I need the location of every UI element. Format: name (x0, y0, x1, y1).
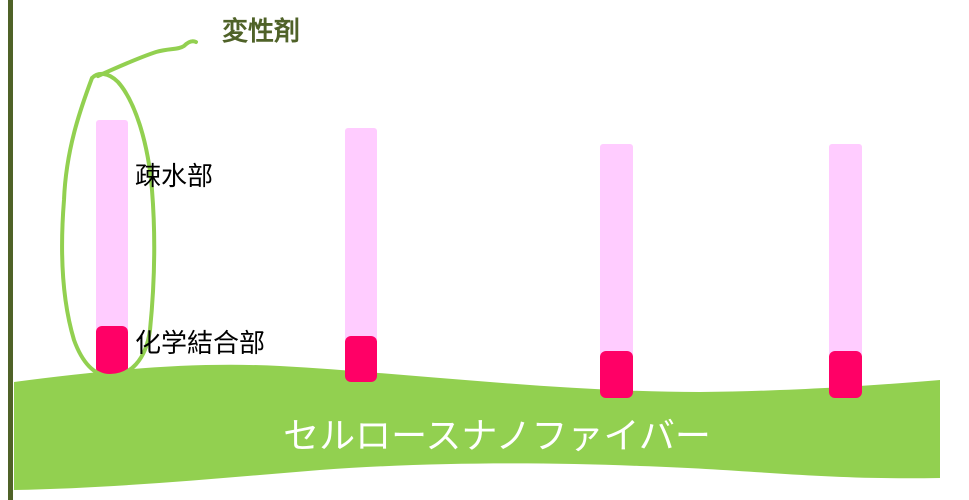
modifier-outline-tail (96, 39, 198, 78)
hydrophobic-segment (829, 144, 862, 358)
hydrophobic-segment (96, 120, 128, 334)
hydrophobic-part-label: 疎水部 (135, 162, 213, 192)
chemical-bond-segment (600, 351, 633, 398)
cellulose-nanofiber-label: セルロースナノファイバー (283, 416, 711, 457)
chemical-bond-part-label: 化学結合部 (135, 329, 265, 359)
chemical-bond-segment (345, 336, 377, 382)
modifier-molecule-1 (96, 120, 128, 374)
modifier-molecule-3 (600, 144, 633, 398)
modifier-molecule-4 (829, 144, 862, 398)
hydrophobic-segment (345, 128, 377, 342)
chemical-bond-segment (96, 326, 128, 374)
cellulose-nanofiber-band (14, 364, 940, 490)
chemical-bond-segment (829, 351, 862, 398)
hydrophobic-segment (600, 144, 633, 358)
modifier-label: 変性剤 (222, 16, 300, 47)
left-frame-line (8, 0, 13, 500)
modifier-hand-drawn-outline (60, 71, 157, 378)
modifier-molecule-2 (345, 128, 377, 382)
